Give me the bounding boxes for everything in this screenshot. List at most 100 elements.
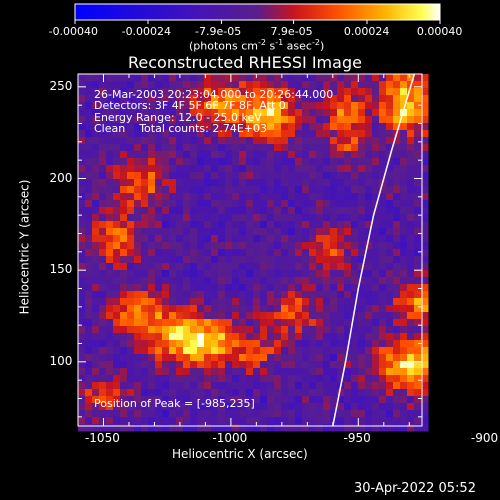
heatmap-cell: [183, 333, 191, 341]
heatmap-cell: [99, 347, 107, 355]
heatmap-cell: [190, 228, 198, 236]
heatmap-cell: [274, 242, 282, 250]
heatmap-cell: [155, 74, 163, 82]
heatmap-cell: [239, 354, 247, 362]
heatmap-cell: [155, 305, 163, 313]
heatmap-cell: [204, 368, 212, 376]
heatmap-cell: [225, 333, 233, 341]
heatmap-cell: [197, 193, 205, 201]
heatmap-cell: [421, 165, 429, 173]
heatmap-cell: [148, 375, 156, 383]
heatmap-cell: [316, 81, 324, 89]
heatmap-cell: [190, 116, 198, 124]
heatmap-cell: [155, 235, 163, 243]
heatmap-cell: [253, 200, 261, 208]
heatmap-cell: [253, 158, 261, 166]
heatmap-cell: [190, 326, 198, 334]
heatmap-cell: [211, 424, 219, 432]
heatmap-cell: [365, 109, 373, 117]
heatmap-cell: [155, 354, 163, 362]
heatmap-cell: [239, 347, 247, 355]
heatmap-cell: [106, 368, 114, 376]
heatmap-cell: [239, 88, 247, 96]
heatmap-cell: [190, 333, 198, 341]
heatmap-cell: [141, 144, 149, 152]
heatmap-cell: [155, 375, 163, 383]
heatmap-cell: [344, 361, 352, 369]
heatmap-cell: [400, 368, 408, 376]
heatmap-cell: [85, 200, 93, 208]
heatmap-cell: [113, 277, 121, 285]
heatmap-cell: [421, 228, 429, 236]
heatmap-cell: [85, 305, 93, 313]
heatmap-cell: [386, 361, 394, 369]
heatmap-cell: [386, 214, 394, 222]
heatmap-cell: [134, 270, 142, 278]
heatmap-cell: [162, 284, 170, 292]
heatmap-cell: [351, 200, 359, 208]
heatmap-cell: [162, 382, 170, 390]
heatmap-cell: [141, 88, 149, 96]
heatmap-cell: [113, 228, 121, 236]
heatmap-cell: [407, 151, 415, 159]
heatmap-cell: [169, 109, 177, 117]
heatmap-cell: [407, 165, 415, 173]
heatmap-cell: [141, 291, 149, 299]
heatmap-cell: [253, 347, 261, 355]
heatmap-cell: [162, 326, 170, 334]
heatmap-cell: [176, 242, 184, 250]
heatmap-cell: [330, 179, 338, 187]
heatmap-cell: [148, 235, 156, 243]
heatmap-cell: [246, 165, 254, 173]
heatmap-cell: [288, 424, 296, 432]
heatmap-cell: [379, 284, 387, 292]
heatmap-cell: [267, 95, 275, 103]
heatmap-cell: [295, 81, 303, 89]
heatmap-cell: [393, 158, 401, 166]
heatmap-cell: [267, 263, 275, 271]
heatmap-cell: [393, 207, 401, 215]
heatmap-cell: [85, 179, 93, 187]
heatmap-cell: [386, 312, 394, 320]
heatmap-cell: [351, 95, 359, 103]
heatmap-cell: [120, 186, 128, 194]
heatmap-cell: [344, 179, 352, 187]
heatmap-cell: [78, 151, 86, 159]
heatmap-cell: [330, 186, 338, 194]
heatmap-cell: [407, 291, 415, 299]
heatmap-cell: [190, 165, 198, 173]
heatmap-cell: [148, 123, 156, 131]
heatmap-cell: [337, 158, 345, 166]
heatmap-cell: [421, 235, 429, 243]
heatmap-cell: [120, 410, 128, 418]
heatmap-cell: [239, 361, 247, 369]
heatmap-cell: [421, 95, 429, 103]
heatmap-cell: [162, 417, 170, 425]
heatmap-cell: [372, 74, 380, 82]
heatmap-cell: [176, 368, 184, 376]
heatmap-cell: [379, 424, 387, 432]
heatmap-cell: [386, 193, 394, 201]
heatmap-cell: [183, 305, 191, 313]
heatmap-cell: [211, 396, 219, 404]
heatmap-cell: [295, 144, 303, 152]
heatmap-cell: [134, 130, 142, 138]
heatmap-cell: [106, 207, 114, 215]
heatmap-cell: [358, 389, 366, 397]
heatmap-cell: [295, 410, 303, 418]
heatmap-cell: [232, 179, 240, 187]
heatmap-cell: [302, 144, 310, 152]
heatmap-cell: [323, 368, 331, 376]
heatmap-cell: [393, 396, 401, 404]
heatmap-cell: [365, 95, 373, 103]
heatmap-cell: [246, 207, 254, 215]
heatmap-cell: [197, 151, 205, 159]
heatmap-cell: [85, 284, 93, 292]
heatmap-cell: [141, 284, 149, 292]
heatmap-cell: [204, 375, 212, 383]
heatmap-cell: [162, 333, 170, 341]
heatmap-cell: [113, 207, 121, 215]
heatmap-cell: [204, 305, 212, 313]
heatmap-cell: [92, 305, 100, 313]
heatmap-cell: [232, 151, 240, 159]
